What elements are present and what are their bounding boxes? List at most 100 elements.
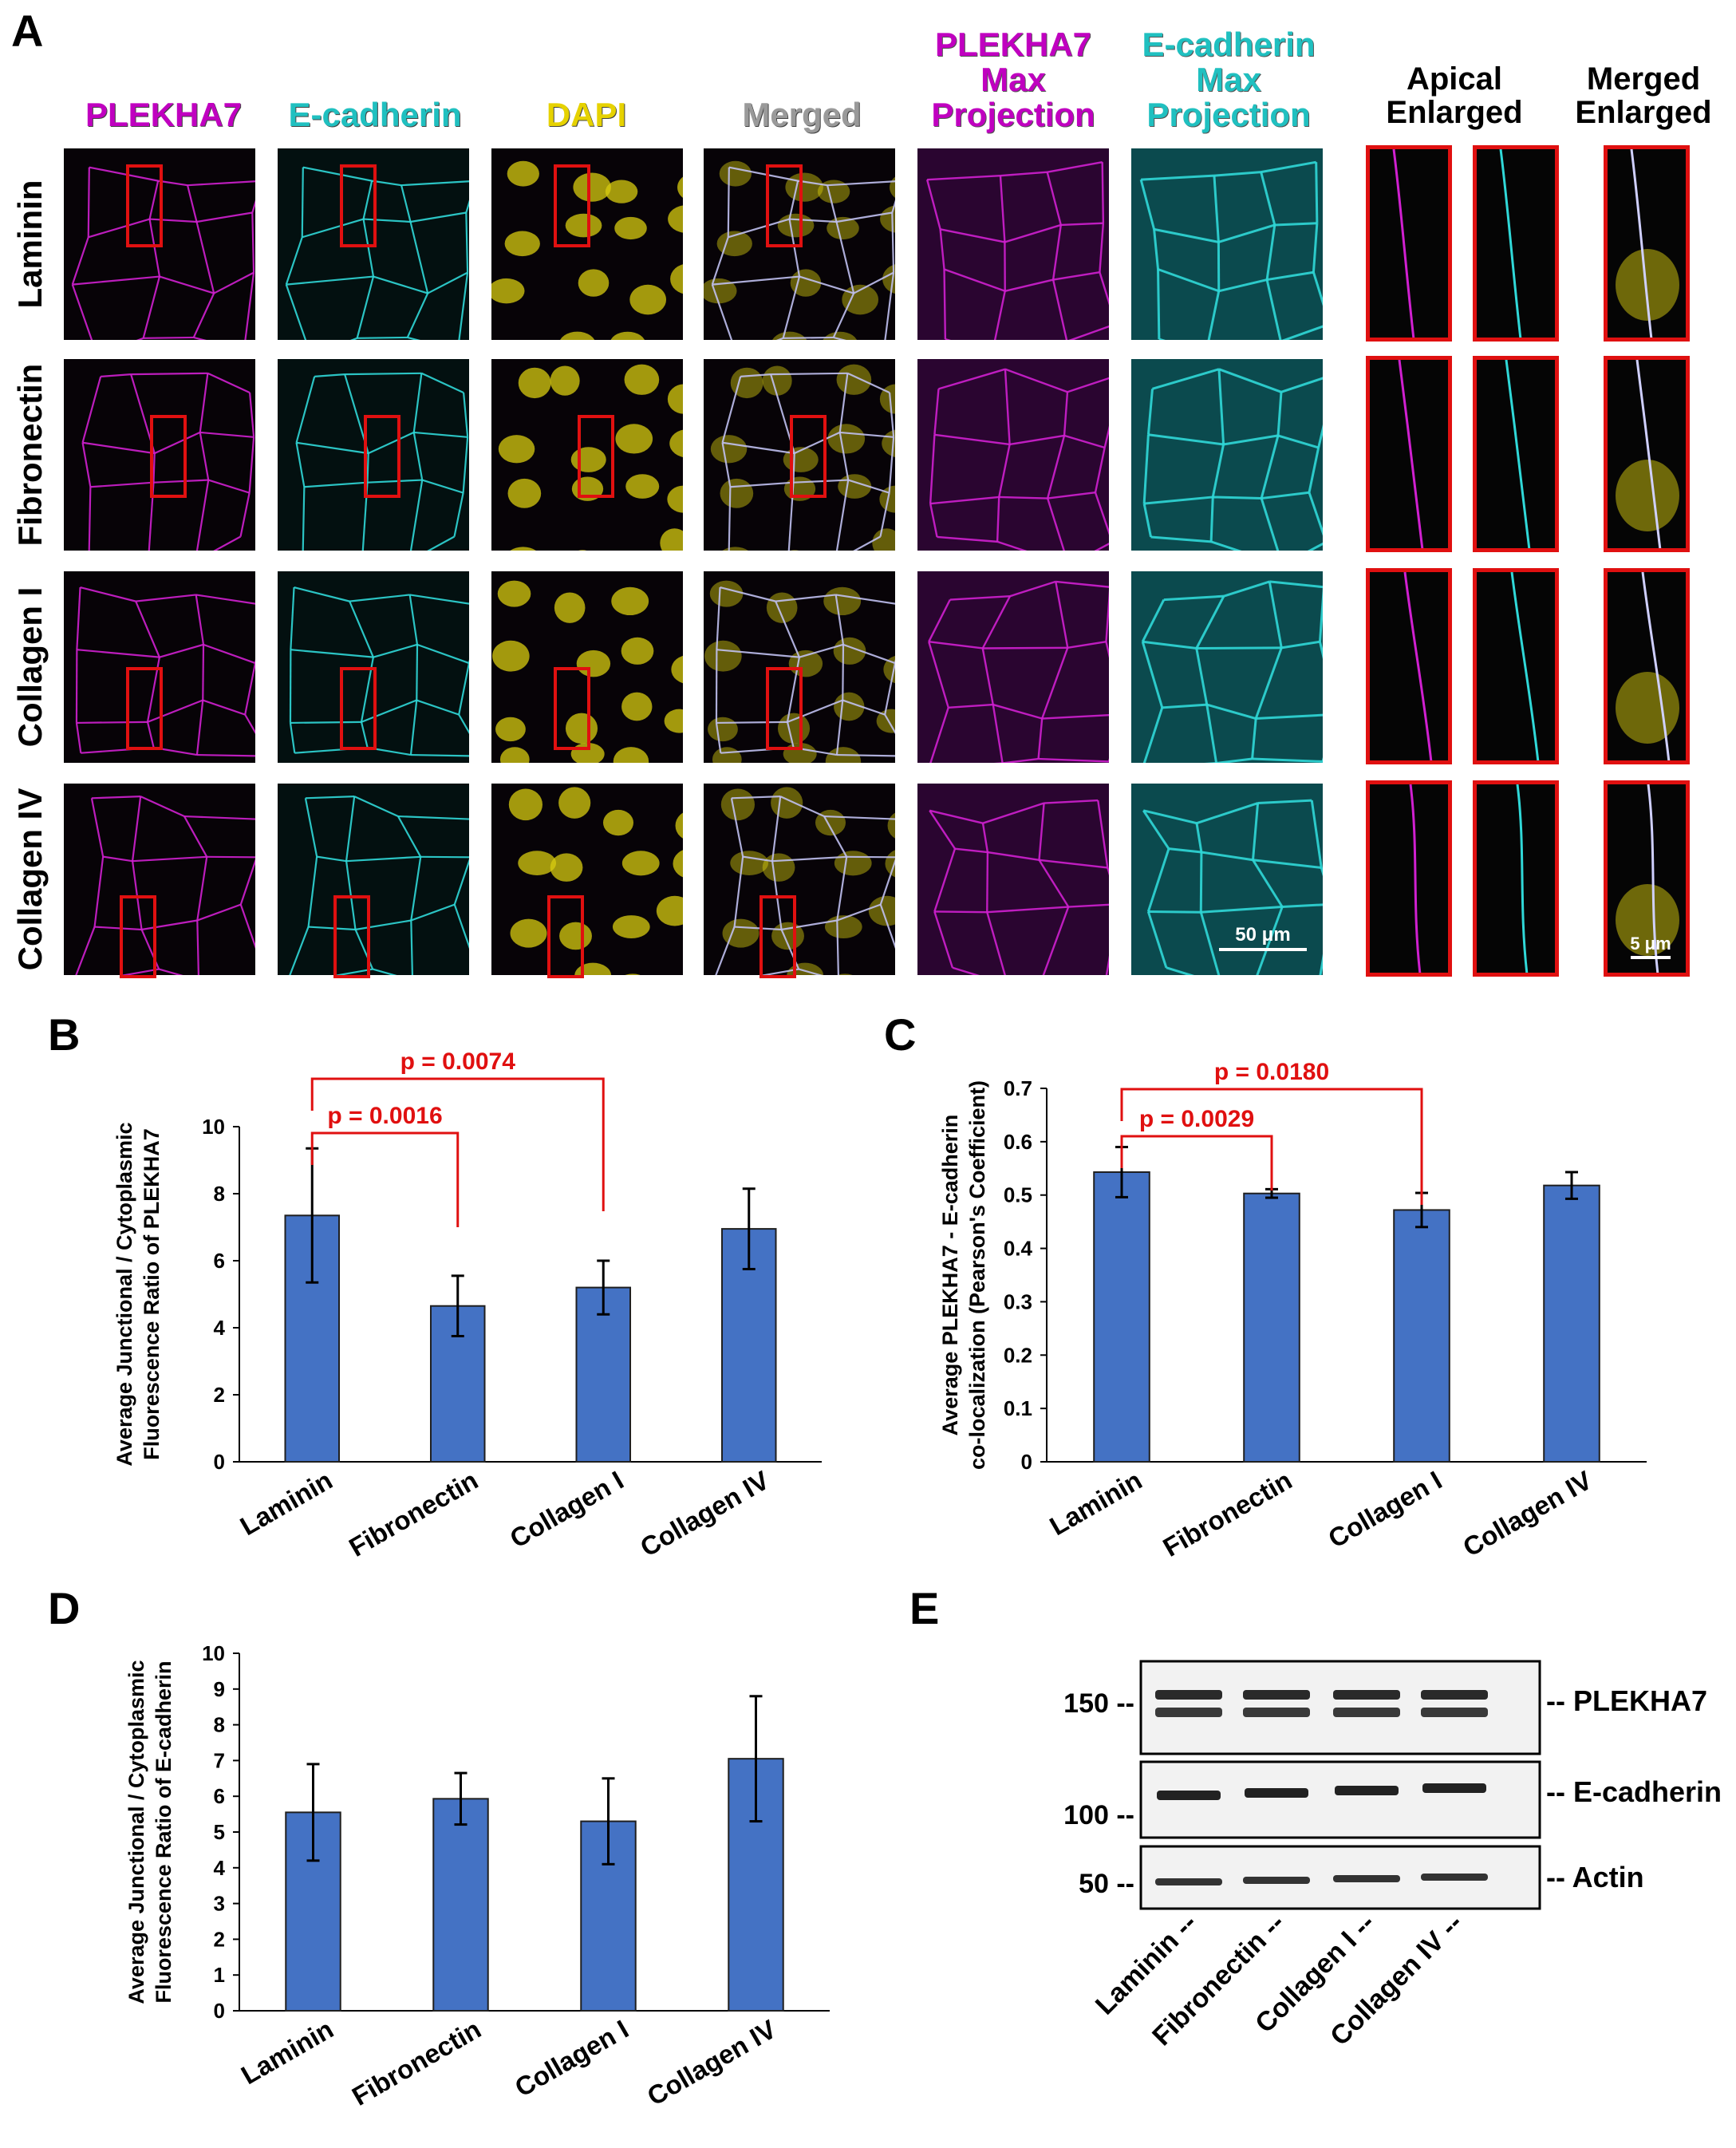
panel-e-western-blot: 150 -- 100 -- 50 -- -- PLEKHA7 -- E-cadherin… [1063,1660,1722,2051]
column-header-line: Merged [742,96,862,133]
micrograph-ecadmax [1131,784,1323,975]
y-tick-label: 0.5 [1004,1183,1032,1207]
scale-bar-label: 5 μm [1630,934,1671,954]
micrograph-ecad [278,359,469,551]
scale-bar-line [1219,948,1307,951]
y-tick-label: 0.6 [1004,1130,1032,1154]
roi-box [126,164,163,247]
y-tick-label: 1 [214,1963,225,1987]
roi-box [760,895,796,978]
y-tick-label: 6 [214,1784,225,1808]
p-value-label: p = 0.0029 [1139,1106,1254,1132]
column-header: Merged Enlarged [1524,62,1736,129]
column-header-line: Apical [1406,61,1503,97]
y-tick-label: 6 [214,1249,225,1273]
roi-box [547,895,584,978]
blot-band [1243,1877,1310,1884]
enlarged-plek [1366,568,1452,764]
x-tick-label: Collagen I [505,1465,629,1554]
y-tick-label: 2 [214,1383,225,1407]
y-tick-label: 5 [214,1820,225,1844]
p-value-label: p = 0.0074 [400,1048,516,1075]
column-header-line: Max [1196,61,1261,99]
y-tick-label: 0.4 [1004,1237,1033,1261]
blot-band [1421,1874,1488,1881]
blot-band [1155,1878,1222,1885]
chart-c-pearson-coefficient: 0 0.1 0.2 0.3 0.4 0.5 0.6 0.7 Average PLEKHA7 - … [938,1059,1647,1562]
y-tick-label: 4 [214,1316,226,1340]
p-value-label: p = 0.0016 [327,1103,442,1129]
y-tick-label: 4 [214,1856,226,1880]
scale-bar-line [1631,956,1671,959]
scale-bar-label: 50 μm [1235,924,1291,946]
mw-marker: 50 -- [1079,1869,1134,1899]
roi-box [766,164,803,247]
micrograph-ecadmax [1131,148,1323,340]
x-tick-label: Fibronectin [344,1465,483,1562]
enlarged-ecad [1473,145,1559,342]
y-tick-label: 2 [214,1927,225,1951]
scale-bar-50um: 50 μm [1219,924,1307,951]
panel-letter-a: A [11,6,44,56]
significance-bracket [310,1077,605,1211]
micrograph-dapi [491,359,683,551]
protein-label: -- Actin [1546,1861,1644,1893]
y-tick-label: 0.1 [1004,1396,1032,1420]
blot-band [1245,1788,1308,1798]
column-header-line: PLEKHA7 [85,96,243,133]
column-header-line: Merged [1586,61,1701,97]
x-tick-label: Fibronectin [1158,1465,1296,1562]
panel-letter-d: D [48,1583,81,1633]
column-header-line: Enlarged [1575,95,1712,130]
bar [432,1798,489,2012]
blot-band [1421,1708,1488,1717]
column-header-line: Max [980,61,1046,99]
x-tick-label: Collagen I [1323,1465,1446,1554]
mw-marker: 150 -- [1063,1688,1134,1719]
micrograph-merged [704,784,895,975]
y-tick-label: 0 [214,1450,225,1474]
blot-band [1422,1783,1486,1793]
roi-box [554,667,590,750]
bar [1093,1171,1150,1463]
y-tick-label: 8 [214,1182,225,1206]
micrograph-plekmax [917,571,1109,763]
column-header-line: DAPI [546,96,627,133]
bar [1393,1209,1450,1463]
blot-band [1155,1690,1222,1700]
blot-band [1155,1708,1222,1717]
y-tick-label: 0 [214,1999,225,2023]
micrograph-plekmax [917,359,1109,551]
roi-box [340,667,377,750]
column-header-line: Projection [931,96,1095,134]
bar [1543,1184,1600,1463]
y-tick-label: 10 [202,1115,225,1139]
column-header: Merged [682,97,921,132]
column-header-line: E-cadherin [1142,26,1316,63]
bar [575,1286,632,1463]
column-header: DAPI [467,97,706,132]
row-label: Laminin [11,180,49,309]
y-axis-label: Average PLEKHA7 - E-cadherin [938,1115,962,1436]
enlarged-merged [1604,568,1690,764]
x-tick-label: Fibronectin [347,2014,486,2111]
y-tick-label: 0.2 [1004,1343,1032,1367]
micrograph-dapi [491,784,683,975]
significance-bracket [1120,1088,1423,1205]
bar [1243,1192,1300,1463]
chart-d-ecadherin-ratio: 0 1 2 3 4 5 6 7 8 9 10 Average Junctional / Cytopla… [124,1641,830,2111]
panel-letter-e: E [909,1583,940,1633]
significance-bracket [1120,1135,1273,1190]
roi-box [364,415,400,498]
blot-band [1333,1875,1400,1882]
blot-band [1333,1708,1400,1717]
micrograph-plek [64,784,255,975]
column-header: E-cadherin [255,97,495,132]
significance-bracket [310,1131,460,1227]
roi-box [790,415,827,498]
y-axis-label: co-localization (Pearson's Coefficient) [965,1080,989,1470]
roi-box [766,667,803,750]
y-axis-label: Fluorescence Ratio of E-cadherin [152,1660,176,2003]
micrograph-ecad [278,784,469,975]
